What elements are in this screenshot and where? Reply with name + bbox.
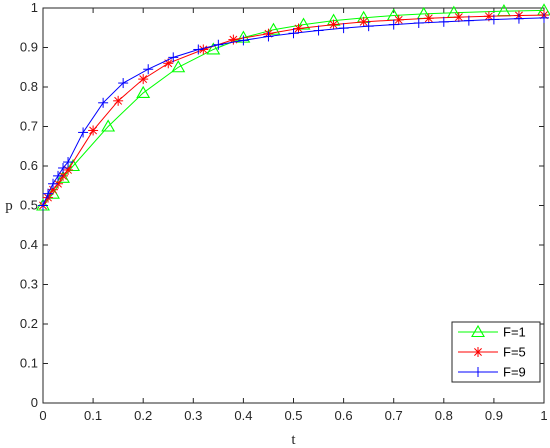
data-point [238, 35, 249, 46]
x-tick-label: 0.2 [134, 408, 152, 423]
data-point [471, 324, 485, 338]
data-point [313, 25, 324, 36]
data-point [168, 52, 179, 63]
data-point [413, 18, 424, 29]
legend-item: F=1 [458, 325, 526, 340]
data-point [488, 14, 499, 25]
y-tick-label: 0.6 [20, 158, 38, 173]
y-tick-label: 0.4 [20, 237, 38, 252]
y-tick-label: 0.3 [20, 277, 38, 292]
data-point [363, 21, 374, 32]
data-point [288, 28, 299, 39]
y-tick-label: 0.7 [20, 119, 38, 134]
x-axis-ticks: 0 0.1 0.2 0.3 0.4 0.5 0.6 0.7 0.8 0.9 1 [39, 8, 548, 423]
x-tick-label: 1 [540, 408, 547, 423]
data-point [539, 12, 549, 23]
data-point [453, 12, 464, 23]
legend-label: F=1 [503, 325, 526, 340]
data-point [438, 16, 449, 27]
data-point [328, 19, 339, 30]
x-tick-label: 0.9 [485, 408, 503, 423]
series-f-9 [38, 12, 549, 211]
data-point [266, 22, 281, 35]
x-tick-label: 0.3 [184, 408, 202, 423]
data-point [473, 367, 483, 377]
data-point [98, 97, 109, 108]
data-point [48, 178, 59, 189]
legend: F=1 F=5 F=9 [451, 321, 541, 383]
series-layer [36, 3, 550, 211]
x-axis-label: t [291, 432, 296, 448]
data-point [293, 23, 304, 34]
data-point [358, 16, 369, 27]
x-tick-label: 0.7 [385, 408, 403, 423]
legend-item: F=5 [458, 345, 526, 360]
data-point [63, 157, 74, 168]
data-point [296, 17, 311, 30]
data-point [206, 42, 221, 55]
data-point [213, 39, 224, 50]
x-tick-label: 0.1 [84, 408, 102, 423]
x-tick-label: 0.6 [335, 408, 353, 423]
x-tick-label: 0.4 [234, 408, 252, 423]
data-point [513, 13, 524, 24]
data-point [113, 95, 124, 106]
data-point [473, 347, 483, 357]
data-point [56, 170, 70, 183]
data-point [338, 23, 349, 34]
data-point [198, 44, 209, 55]
data-point [138, 74, 149, 85]
data-point [66, 158, 81, 172]
data-point [193, 44, 204, 55]
data-point [43, 188, 54, 199]
data-point [463, 15, 474, 26]
y-tick-label: 0.8 [20, 79, 38, 94]
y-tick-label: 0 [31, 395, 38, 410]
y-tick-label: 0.1 [20, 356, 38, 371]
y-axis-label: p [5, 198, 13, 214]
x-tick-label: 0.8 [435, 408, 453, 423]
data-point [143, 64, 154, 75]
data-point [393, 14, 404, 25]
legend-item: F=9 [458, 365, 526, 380]
data-point [118, 78, 129, 89]
data-point [263, 31, 274, 42]
data-point [388, 19, 399, 30]
data-point [171, 60, 186, 73]
x-tick-label: 0.5 [284, 408, 302, 423]
data-point [38, 200, 48, 211]
data-point [101, 119, 116, 132]
x-tick-label: 0 [39, 408, 46, 423]
y-tick-label: 0.9 [20, 40, 38, 55]
y-tick-label: 0.5 [20, 198, 38, 213]
data-point [58, 162, 69, 173]
data-point [88, 125, 99, 136]
data-point [423, 13, 434, 24]
data-point [228, 34, 239, 45]
y-tick-label: 1 [31, 0, 38, 15]
legend-label: F=9 [503, 365, 526, 380]
legend-label: F=5 [503, 345, 526, 360]
y-axis-ticks: 0 0.1 0.2 0.3 0.4 0.5 0.6 0.7 0.8 0.9 1 [20, 0, 544, 410]
data-point [53, 170, 64, 181]
data-point [136, 85, 151, 98]
y-tick-label: 0.2 [20, 316, 38, 331]
data-point [78, 127, 89, 138]
